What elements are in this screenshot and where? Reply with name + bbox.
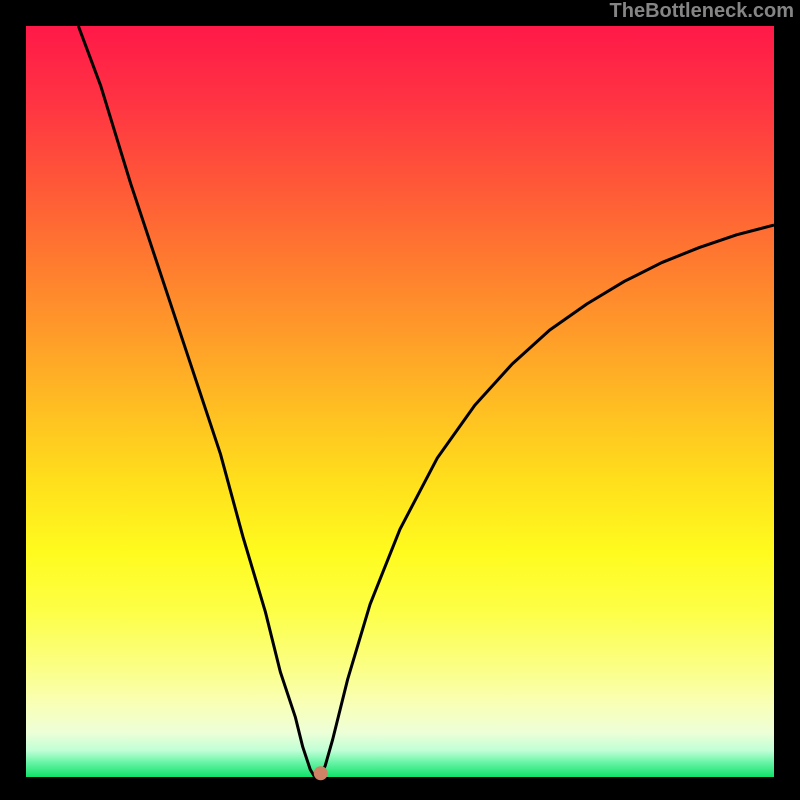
- watermark-text: TheBottleneck.com: [610, 0, 794, 23]
- chart-container: TheBottleneck.com: [0, 0, 800, 800]
- gradient-plot: [26, 26, 774, 777]
